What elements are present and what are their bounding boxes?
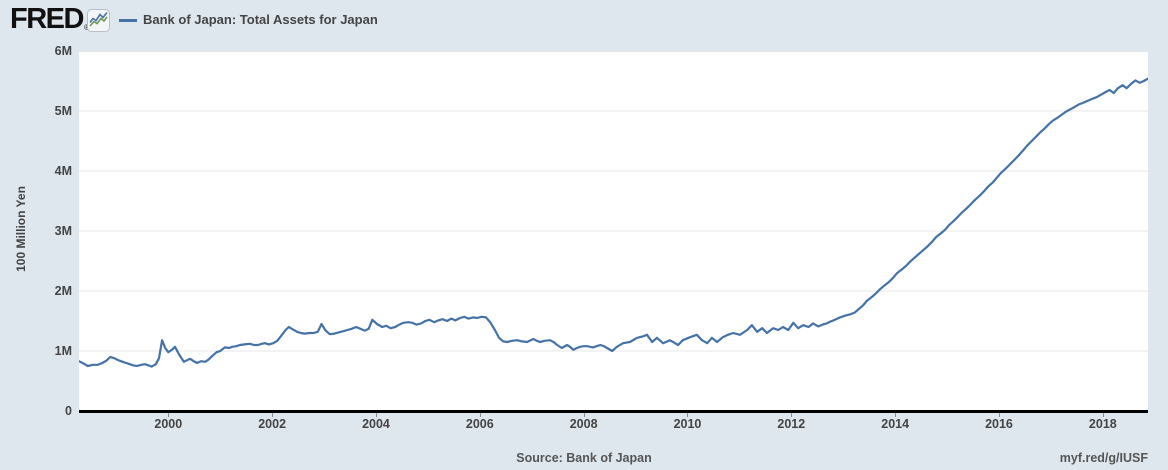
x-tick-label-2002: 2002 bbox=[258, 417, 287, 431]
y-tick-label-1M: 1M bbox=[54, 344, 72, 358]
x-tick-label-2010: 2010 bbox=[673, 417, 702, 431]
registered-mark: ® bbox=[83, 23, 90, 32]
x-axis-line bbox=[79, 410, 1148, 413]
x-tick-mark bbox=[1102, 413, 1104, 417]
source-attribution: Source: Bank of Japan bbox=[516, 451, 652, 465]
y-tick-label-5M: 5M bbox=[54, 104, 72, 118]
x-tick-label-2012: 2012 bbox=[777, 417, 806, 431]
x-tick-label-2014: 2014 bbox=[881, 417, 910, 431]
y-tick-label-6M: 6M bbox=[54, 44, 72, 58]
y-tick-label-3M: 3M bbox=[54, 224, 72, 238]
x-tick-mark bbox=[168, 413, 170, 417]
x-tick-mark bbox=[687, 413, 689, 417]
legend-line-swatch bbox=[119, 19, 137, 22]
x-tick-mark bbox=[479, 413, 481, 417]
x-tick-mark bbox=[998, 413, 1000, 417]
x-tick-mark bbox=[272, 413, 274, 417]
y-tick-label-0: 0 bbox=[65, 404, 72, 418]
y-tick-label-4M: 4M bbox=[54, 164, 72, 178]
x-tick-label-2018: 2018 bbox=[1088, 417, 1117, 431]
x-tick-mark bbox=[583, 413, 585, 417]
fred-logo-text: FRED bbox=[10, 3, 84, 35]
fred-logo: FRED® bbox=[10, 3, 90, 36]
y-tick-label-2M: 2M bbox=[54, 284, 72, 298]
x-tick-mark bbox=[375, 413, 377, 417]
x-tick-label-2004: 2004 bbox=[362, 417, 390, 431]
line-chart bbox=[79, 51, 1148, 368]
x-tick-label-2000: 2000 bbox=[154, 417, 183, 431]
fred-short-url-link[interactable]: myf.red/g/IUSF bbox=[1059, 451, 1148, 465]
x-tick-label-2016: 2016 bbox=[985, 417, 1013, 431]
x-tick-mark bbox=[895, 413, 897, 417]
x-tick-label-2006: 2006 bbox=[465, 417, 494, 431]
x-tick-mark bbox=[791, 413, 793, 417]
x-tick-label-2008: 2008 bbox=[569, 417, 598, 431]
data-line-series bbox=[79, 77, 1148, 368]
fred-sparkline-icon bbox=[87, 9, 110, 32]
legend-series-label: Bank of Japan: Total Assets for Japan bbox=[143, 12, 378, 27]
